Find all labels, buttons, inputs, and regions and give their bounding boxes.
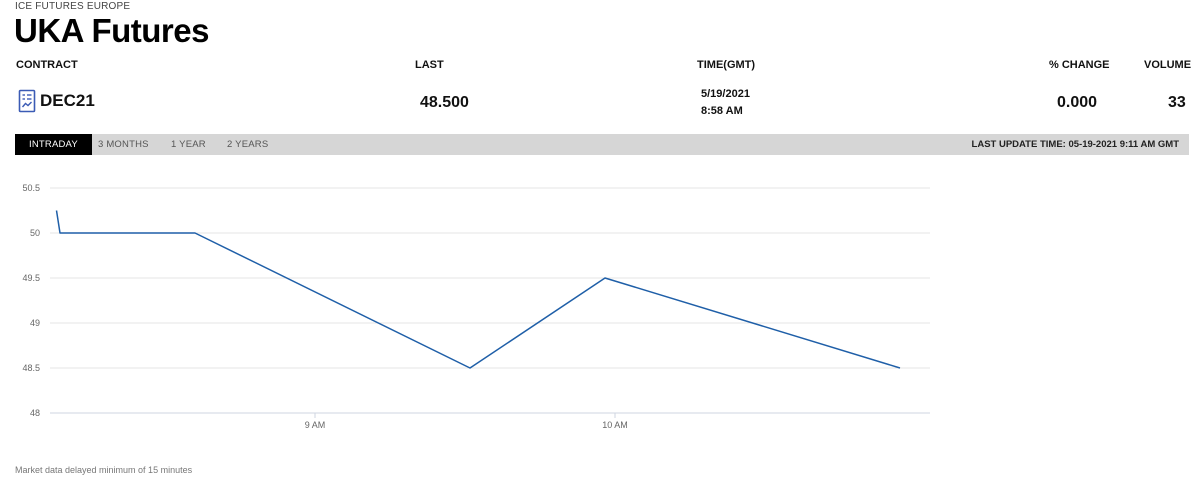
y-tick-label: 48 [30,408,40,418]
header-contract: CONTRACT [16,59,78,71]
header-last: LAST [415,59,444,71]
range-tab-bar: INTRADAY 3 MONTHS 1 YEAR 2 YEARS LAST UP… [15,134,1189,155]
tab-2-years[interactable]: 2 YEARS [227,139,269,150]
volume-value: 33 [1168,94,1186,111]
x-tick-label: 10 AM [602,420,628,430]
y-tick-label: 49 [30,318,40,328]
last-price: 48.500 [420,94,469,111]
price-series-line [55,210,901,369]
y-tick-label: 48.5 [22,363,40,373]
header-volume: VOLUME [1144,59,1192,71]
delay-disclaimer: Market data delayed minimum of 15 minute… [15,465,193,475]
tab-1-year[interactable]: 1 YEAR [171,139,206,150]
header-change: % CHANGE [1049,59,1110,71]
percent-change: 0.000 [1057,94,1098,111]
intraday-price-chart: 50.5 50 49.5 49 48.5 48 9 AM 10 AM [22,183,930,430]
tab-3-months[interactable]: 3 MONTHS [98,139,149,150]
trade-clock: 8:58 AM [701,105,743,117]
y-tick-label: 50.5 [22,183,40,193]
header-time: TIME(GMT) [697,59,756,71]
last-update-time: LAST UPDATE TIME: 05-19-2021 9:11 AM GMT [971,139,1179,150]
contract-cell[interactable]: DEC21 [18,89,95,113]
trade-time: 5/19/2021 8:58 AM [701,86,750,120]
page-title: UKA Futures [14,12,209,49]
x-tick-label: 9 AM [305,420,326,430]
trade-date: 5/19/2021 [701,88,750,100]
document-chart-icon[interactable] [18,89,36,113]
y-tick-label: 49.5 [22,273,40,283]
y-tick-label: 50 [30,228,40,238]
exchange-label: ICE FUTURES EUROPE [15,1,131,12]
contract-name[interactable]: DEC21 [40,91,95,110]
tab-intraday[interactable]: INTRADAY [15,134,92,155]
